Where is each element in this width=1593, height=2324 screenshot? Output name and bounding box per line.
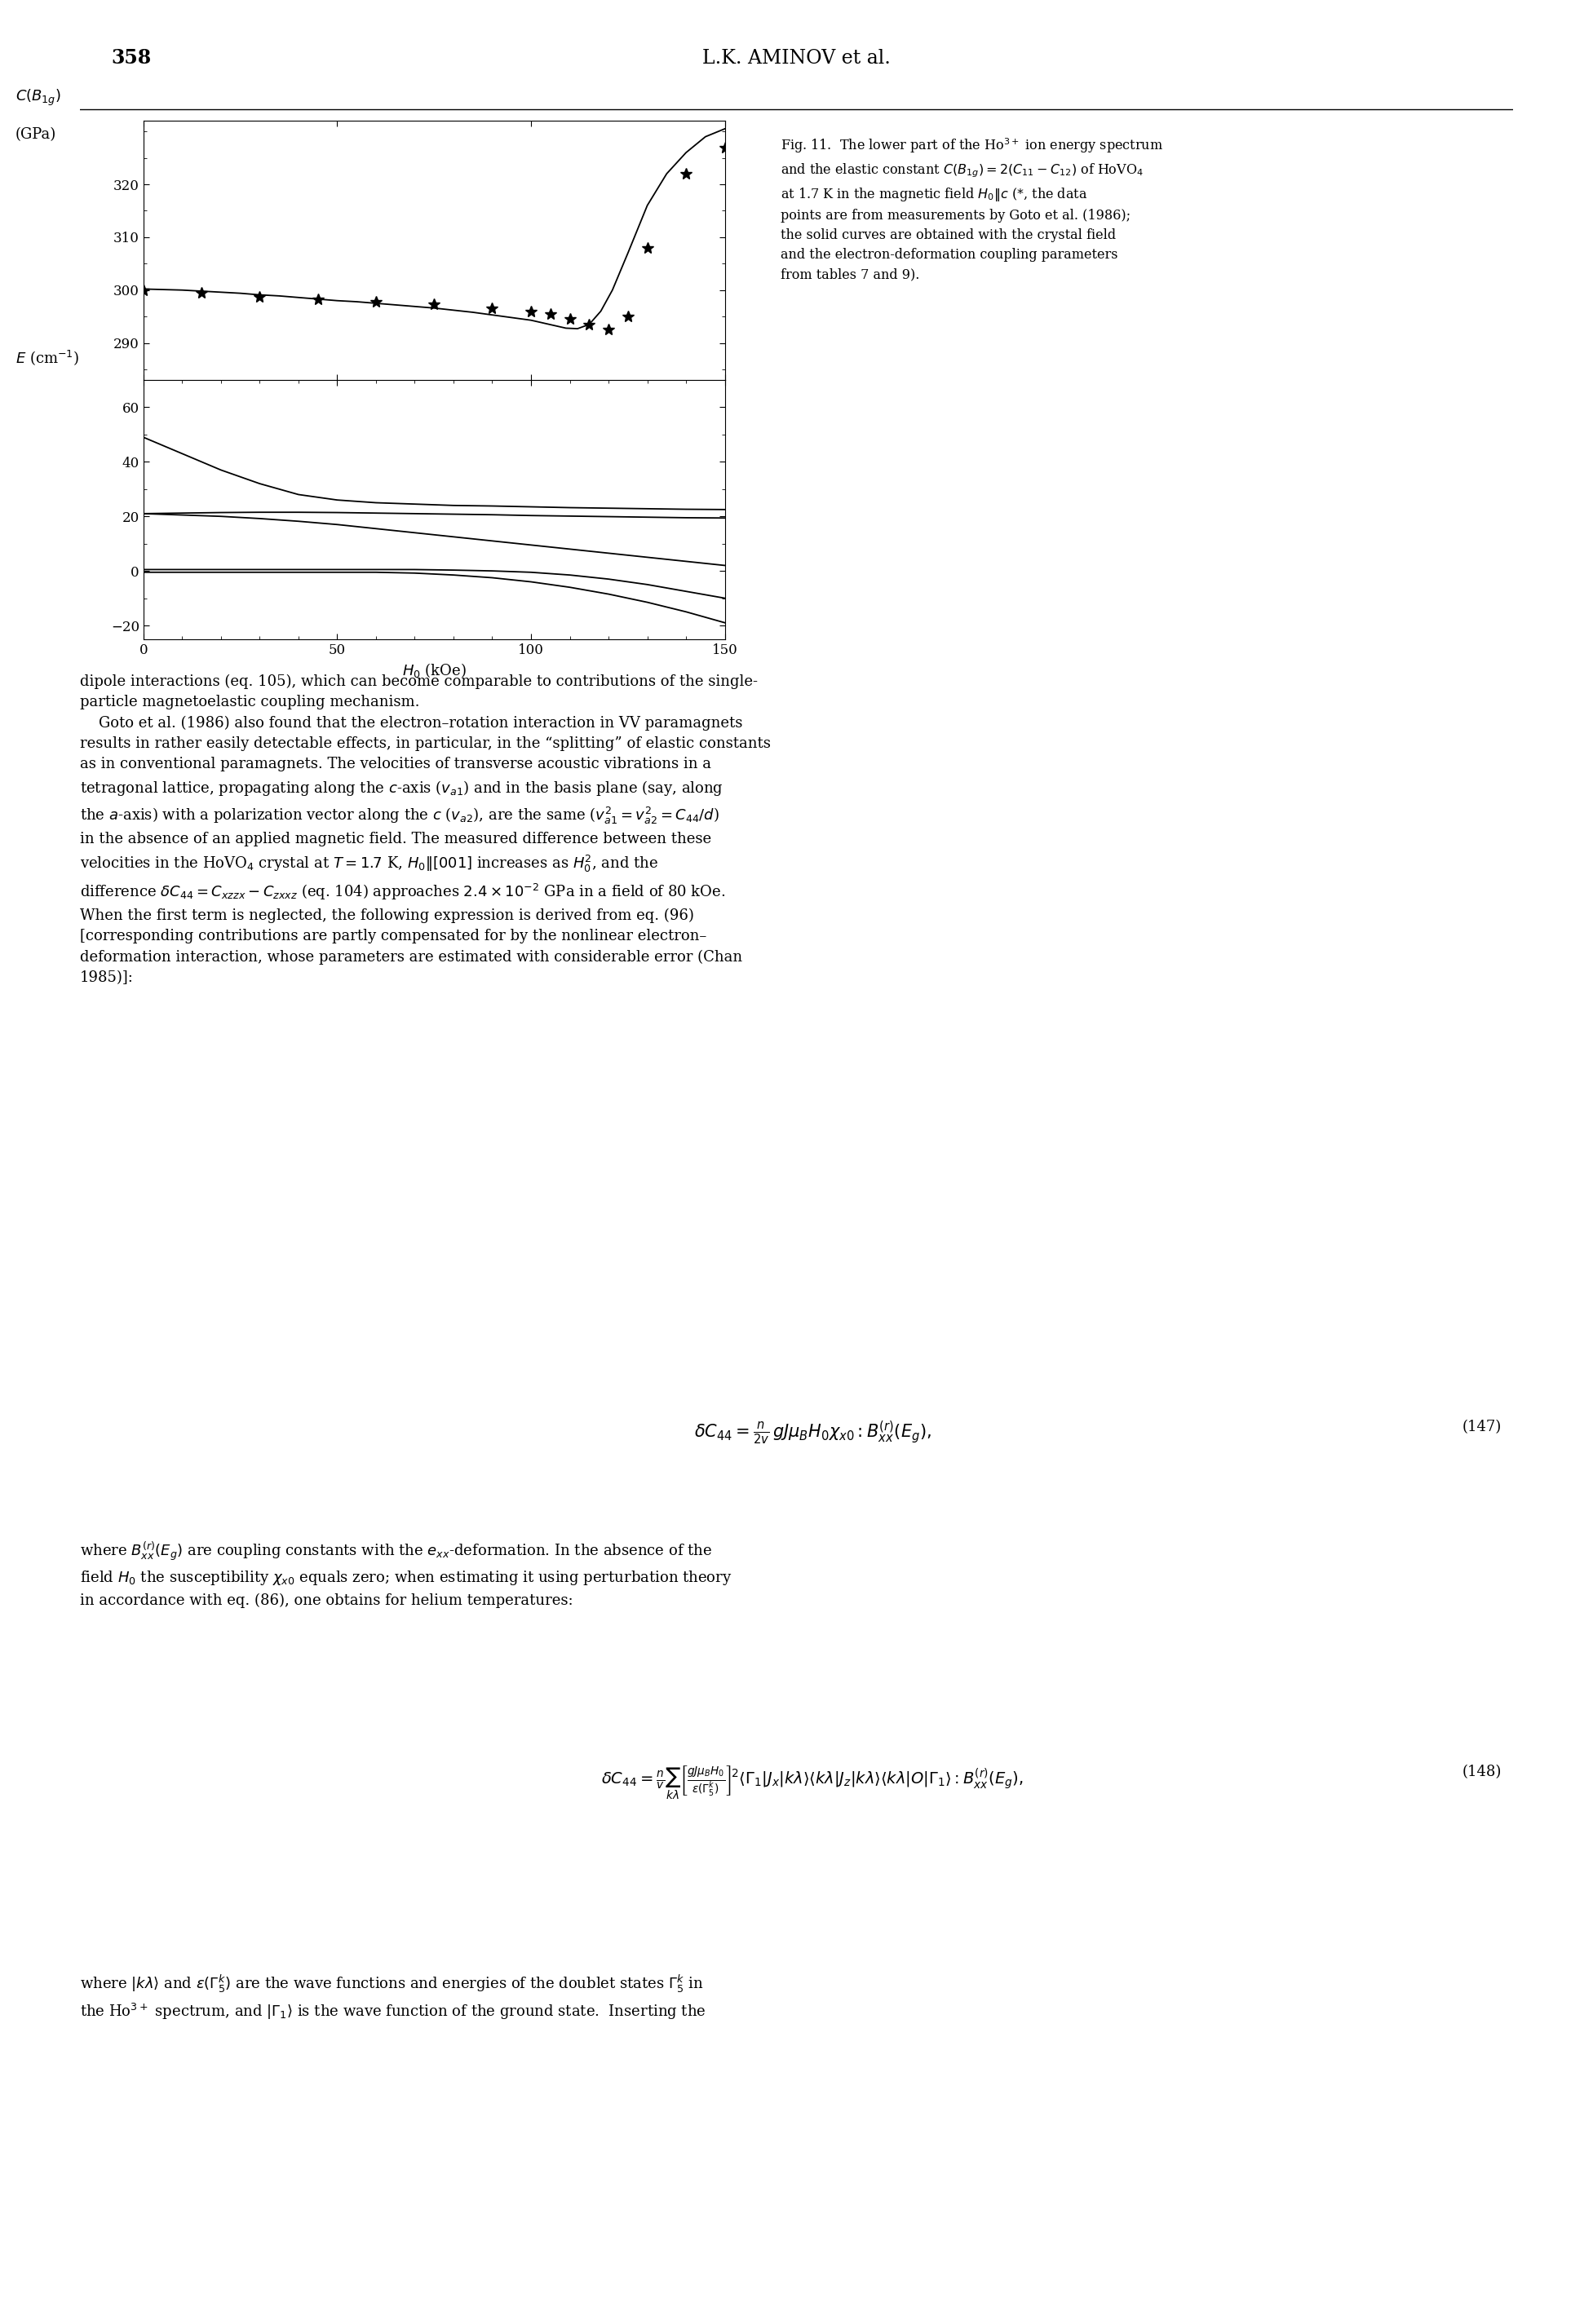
Text: $E$ (cm$^{-1}$): $E$ (cm$^{-1}$) bbox=[16, 349, 80, 367]
Text: $\delta C_{44} = \frac{n}{v}\sum_{k\lambda}\left[\frac{gJ\mu_B H_0}{\varepsilon(: $\delta C_{44} = \frac{n}{v}\sum_{k\lamb… bbox=[601, 1764, 1024, 1801]
Text: L.K. AMINOV et al.: L.K. AMINOV et al. bbox=[703, 49, 890, 67]
Text: $\delta C_{44} = \frac{n}{2v}\,gJ\mu_B H_0\chi_{x0} : B_{xx}^{(r)}(E_g),$: $\delta C_{44} = \frac{n}{2v}\,gJ\mu_B H… bbox=[695, 1420, 930, 1448]
Text: $C(B_{1g})$: $C(B_{1g})$ bbox=[16, 88, 61, 107]
Text: dipole interactions (eq. 105), which can become comparable to contributions of t: dipole interactions (eq. 105), which can… bbox=[80, 674, 771, 985]
Text: where $|k\lambda\rangle$ and $\varepsilon(\Gamma_5^k)$ are the wave functions an: where $|k\lambda\rangle$ and $\varepsilo… bbox=[80, 1973, 706, 2022]
Text: (148): (148) bbox=[1462, 1764, 1501, 1780]
Text: (GPa): (GPa) bbox=[16, 128, 56, 142]
Text: 358: 358 bbox=[112, 49, 151, 67]
X-axis label: $H_0$ (kOe): $H_0$ (kOe) bbox=[401, 662, 467, 679]
Text: (147): (147) bbox=[1462, 1420, 1501, 1434]
Text: where $B_{xx}^{(r)}(E_g)$ are coupling constants with the $e_{xx}$-deformation. : where $B_{xx}^{(r)}(E_g)$ are coupling c… bbox=[80, 1541, 731, 1608]
Text: Fig. 11.  The lower part of the Ho$^{3+}$ ion energy spectrum
and the elastic co: Fig. 11. The lower part of the Ho$^{3+}$… bbox=[781, 137, 1163, 281]
